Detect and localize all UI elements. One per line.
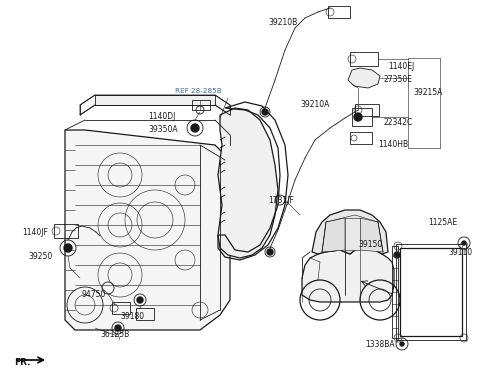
Bar [350,132,372,144]
Text: 39215A: 39215A [413,88,443,97]
Polygon shape [302,248,394,302]
Bar [400,248,462,336]
Polygon shape [360,218,383,252]
Text: 22342C: 22342C [383,118,412,127]
Bar [112,302,130,314]
Polygon shape [348,68,380,88]
Text: FR.: FR. [14,358,31,367]
Polygon shape [95,95,215,105]
Polygon shape [322,218,345,252]
Circle shape [262,109,268,115]
Bar [350,52,378,66]
Text: 1338BA: 1338BA [365,340,395,349]
Bar [355,104,379,116]
Text: 1140HB: 1140HB [378,140,408,149]
Text: 39210A: 39210A [300,100,329,109]
Text: 1140JF: 1140JF [22,228,48,237]
Bar [328,6,350,18]
Polygon shape [80,95,230,115]
Polygon shape [312,210,388,254]
Text: 1731JF: 1731JF [268,196,294,205]
Text: 39150: 39150 [358,240,382,249]
Text: 1125AE: 1125AE [428,218,457,227]
Bar [392,246,398,338]
Bar [396,244,466,340]
Text: 1140DJ: 1140DJ [148,112,175,121]
Circle shape [115,325,121,331]
Text: 1140EJ: 1140EJ [388,62,414,71]
Circle shape [354,113,362,121]
Text: 36125B: 36125B [100,330,129,339]
Bar [352,108,372,126]
Polygon shape [345,218,360,250]
Text: 39250: 39250 [28,252,52,261]
Bar [136,308,154,320]
Circle shape [394,252,400,258]
Text: 39210B: 39210B [268,18,297,27]
Bar [54,224,78,238]
Polygon shape [218,108,278,258]
Text: 94750: 94750 [82,290,107,299]
Text: 39180: 39180 [120,312,144,321]
Text: 39110: 39110 [448,248,472,257]
Polygon shape [65,130,230,330]
Circle shape [191,124,199,132]
Bar [192,100,210,110]
Circle shape [462,241,466,245]
Circle shape [137,297,143,303]
Circle shape [64,244,72,252]
Text: 39350A: 39350A [148,125,178,134]
Text: 27350E: 27350E [383,75,412,84]
Circle shape [267,249,273,255]
Text: REF 28-285B: REF 28-285B [175,88,222,94]
Circle shape [400,342,404,346]
